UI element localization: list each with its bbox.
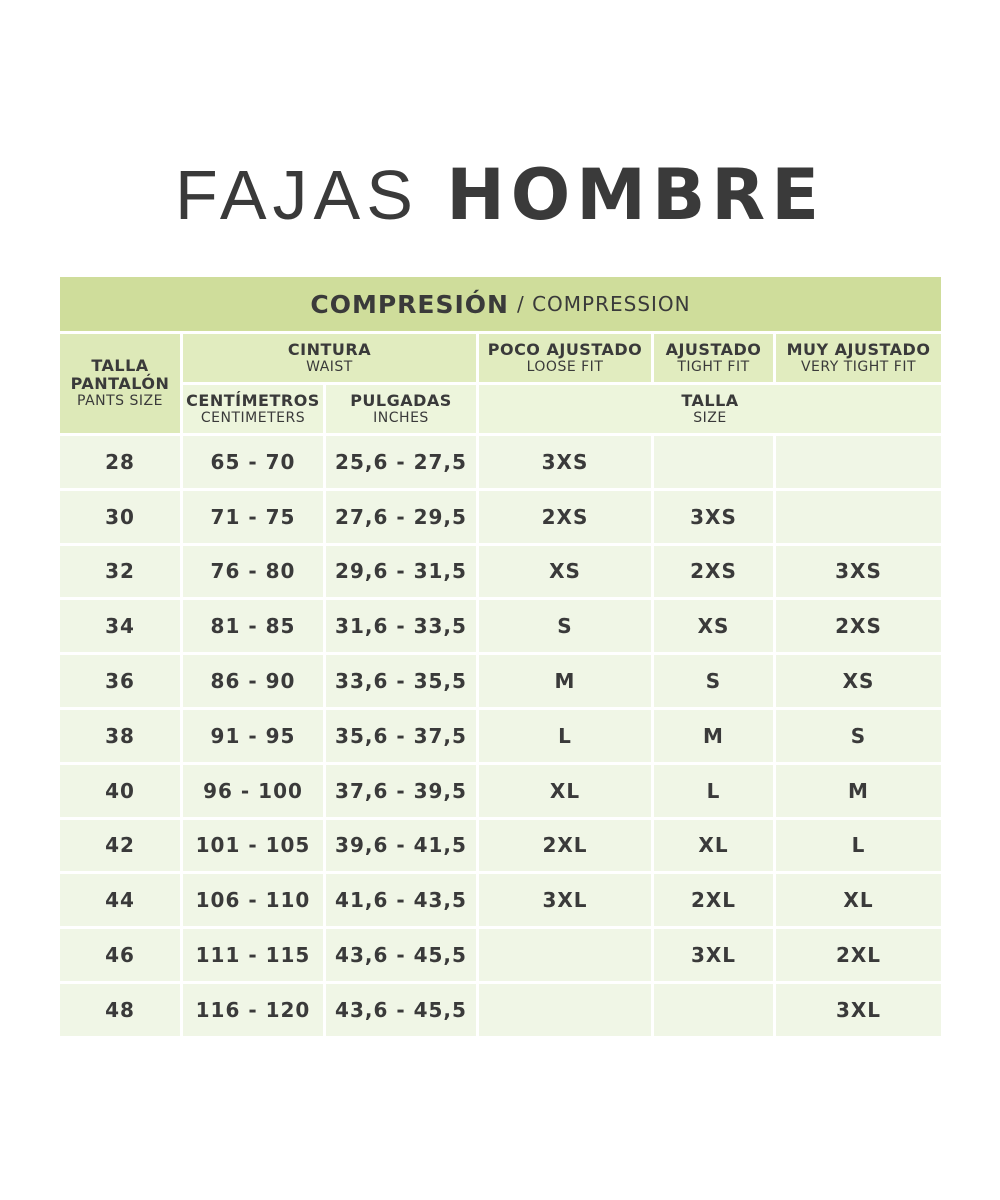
waist-sub: WAIST (306, 358, 353, 375)
cell-waist-cm: 106 - 110 (183, 874, 323, 927)
cell-pants-size: 36 (60, 655, 180, 707)
header-loose-fit: POCO AJUSTADO LOOSE FIT (479, 334, 651, 382)
cell-waist-cm: 96 - 100 (183, 764, 323, 817)
cell-waist-cm: 91 - 95 (183, 709, 323, 762)
cell-waist-inches: 39,6 - 41,5 (326, 819, 476, 872)
cm-main: CENTÍMETROS (186, 390, 320, 410)
cm-sub: CENTIMETERS (200, 409, 306, 426)
pants-sub: PANTS SIZE (77, 393, 163, 409)
cell-loose-fit: L (479, 709, 651, 762)
cell-waist-cm: 116 - 120 (183, 983, 323, 1036)
inch-main: PULGADAS (350, 390, 452, 410)
compression-sub: / COMPRESSION (516, 292, 691, 316)
cell-pants-size: 44 (60, 874, 180, 927)
cell-tight-fit: 3XL (654, 929, 773, 981)
cell-loose-fit: 3XL (479, 874, 651, 927)
cell-loose-fit (479, 983, 651, 1036)
cell-very-tight-fit (776, 436, 941, 488)
cell-waist-inches: 29,6 - 31,5 (326, 545, 476, 598)
cell-very-tight-fit: 2XS (776, 600, 941, 653)
cell-waist-cm: 65 - 70 (183, 436, 323, 488)
cell-very-tight-fit (776, 490, 941, 543)
loose-main: POCO AJUSTADO (487, 339, 643, 359)
cell-loose-fit: XS (479, 545, 651, 598)
header-inches: PULGADAS INCHES (326, 385, 476, 433)
cell-waist-cm: 111 - 115 (183, 929, 323, 981)
cell-loose-fit: 3XS (479, 436, 651, 488)
title-bold: HOMBRE (446, 154, 826, 236)
cell-pants-size: 46 (60, 929, 180, 981)
cell-tight-fit: M (654, 709, 773, 762)
cell-waist-inches: 25,6 - 27,5 (326, 436, 476, 488)
compression-label: COMPRESIÓN (310, 289, 509, 319)
size-main: TALLA (681, 390, 739, 410)
waist-main: CINTURA (287, 339, 372, 359)
cell-tight-fit: S (654, 655, 773, 707)
cell-pants-size: 42 (60, 819, 180, 872)
cell-pants-size: 40 (60, 764, 180, 817)
cell-waist-cm: 71 - 75 (183, 490, 323, 543)
header-pants-size: TALLA PANTALÓN PANTS SIZE (60, 334, 180, 433)
header-centimeters: CENTÍMETROS CENTIMETERS (183, 385, 323, 433)
pants-main-2: PANTALÓN (70, 374, 170, 393)
header-waist: CINTURA WAIST (183, 334, 476, 382)
size-sub: SIZE (693, 409, 727, 426)
cell-pants-size: 48 (60, 983, 180, 1036)
cell-very-tight-fit: XL (776, 874, 941, 927)
cell-pants-size: 32 (60, 545, 180, 598)
cell-very-tight-fit: 3XL (776, 983, 941, 1036)
cell-tight-fit: XS (654, 600, 773, 653)
cell-waist-cm: 81 - 85 (183, 600, 323, 653)
cell-pants-size: 34 (60, 600, 180, 653)
cell-waist-inches: 37,6 - 39,5 (326, 764, 476, 817)
cell-loose-fit (479, 929, 651, 981)
page-title: FAJAS HOMBRE (0, 150, 1000, 240)
cell-very-tight-fit: L (776, 819, 941, 872)
cell-waist-inches: 33,6 - 35,5 (326, 655, 476, 707)
cell-pants-size: 38 (60, 709, 180, 762)
cell-pants-size: 30 (60, 490, 180, 543)
header-very-tight-fit: MUY AJUSTADO VERY TIGHT FIT (776, 334, 941, 382)
inch-sub: INCHES (373, 409, 429, 426)
cell-waist-inches: 43,6 - 45,5 (326, 929, 476, 981)
cell-tight-fit: L (654, 764, 773, 817)
cell-tight-fit (654, 436, 773, 488)
cell-tight-fit: XL (654, 819, 773, 872)
cell-waist-inches: 31,6 - 33,5 (326, 600, 476, 653)
tight-sub: TIGHT FIT (677, 358, 750, 375)
pants-main-1: TALLA (91, 356, 149, 375)
cell-waist-inches: 27,6 - 29,5 (326, 490, 476, 543)
cell-tight-fit (654, 983, 773, 1036)
compression-header: COMPRESIÓN / COMPRESSION (60, 277, 941, 331)
header-tight-fit: AJUSTADO TIGHT FIT (654, 334, 773, 382)
very-sub: VERY TIGHT FIT (800, 358, 917, 375)
cell-loose-fit: S (479, 600, 651, 653)
very-main: MUY AJUSTADO (786, 339, 931, 359)
size-chart-table: COMPRESIÓN / COMPRESSION TALLA PANTALÓN … (60, 277, 941, 1036)
cell-loose-fit: M (479, 655, 651, 707)
cell-pants-size: 28 (60, 436, 180, 488)
cell-waist-inches: 41,6 - 43,5 (326, 874, 476, 927)
cell-tight-fit: 3XS (654, 490, 773, 543)
cell-very-tight-fit: XS (776, 655, 941, 707)
cell-very-tight-fit: 3XS (776, 545, 941, 598)
cell-loose-fit: 2XS (479, 490, 651, 543)
title-light: FAJAS (174, 156, 419, 234)
cell-very-tight-fit: M (776, 764, 941, 817)
cell-tight-fit: 2XS (654, 545, 773, 598)
cell-waist-cm: 101 - 105 (183, 819, 323, 872)
cell-waist-inches: 43,6 - 45,5 (326, 983, 476, 1036)
cell-waist-cm: 76 - 80 (183, 545, 323, 598)
cell-very-tight-fit: 2XL (776, 929, 941, 981)
loose-sub: LOOSE FIT (526, 358, 604, 375)
cell-very-tight-fit: S (776, 709, 941, 762)
header-size: TALLA SIZE (479, 385, 941, 433)
cell-waist-cm: 86 - 90 (183, 655, 323, 707)
cell-waist-inches: 35,6 - 37,5 (326, 709, 476, 762)
cell-loose-fit: 2XL (479, 819, 651, 872)
cell-tight-fit: 2XL (654, 874, 773, 927)
cell-loose-fit: XL (479, 764, 651, 817)
tight-main: AJUSTADO (665, 339, 762, 359)
